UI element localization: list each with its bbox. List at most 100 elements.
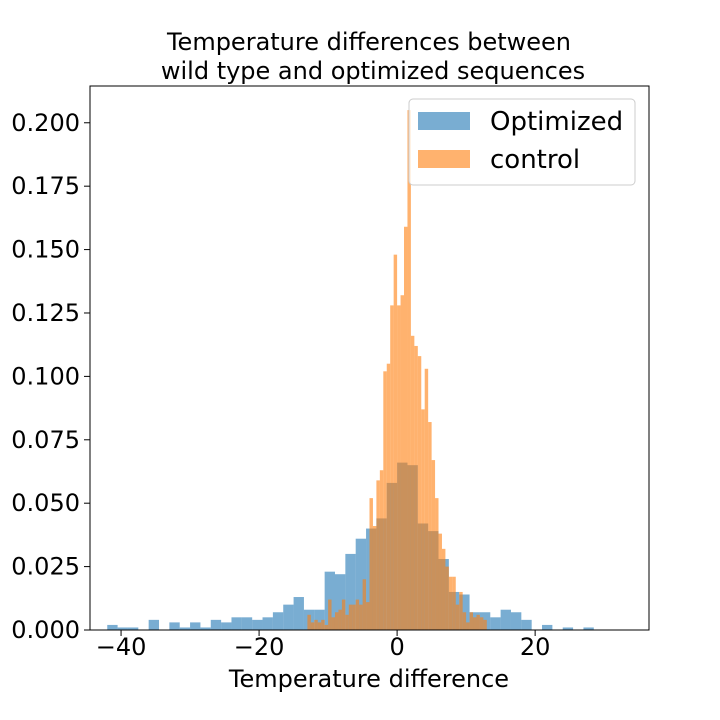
bar-control-8 <box>334 612 339 630</box>
y-tick-label: 0.075 <box>11 426 80 454</box>
bar-control-33 <box>421 409 425 630</box>
bar-control-30 <box>410 335 415 630</box>
bar-control-5 <box>324 624 329 630</box>
bar-optimized-40 <box>521 619 532 630</box>
bar-optimized-7 <box>179 627 191 630</box>
bar-optimized-44 <box>562 627 574 630</box>
bar-control-45 <box>462 612 467 630</box>
bar-control-11 <box>345 614 349 630</box>
bar-control-14 <box>355 599 360 630</box>
bar-optimized-4 <box>148 619 160 630</box>
bar-optimized-22 <box>334 574 346 630</box>
y-tick-label: 0.100 <box>11 362 80 390</box>
bar-control-40 <box>445 566 449 630</box>
bar-control-48 <box>473 617 477 630</box>
x-tick-label: −40 <box>96 633 147 661</box>
bar-control-22 <box>383 371 387 630</box>
bar-optimized-16 <box>272 612 284 630</box>
bar-control-3 <box>317 622 322 630</box>
bar-control-1 <box>310 622 315 630</box>
bar-control-41 <box>448 576 453 630</box>
y-tick-label: 0.150 <box>11 236 80 264</box>
bar-control-16 <box>362 579 367 630</box>
bar-control-9 <box>338 609 342 630</box>
bar-control-38 <box>438 533 442 630</box>
bar-optimized-37 <box>490 617 501 630</box>
plot-frame <box>89 85 650 631</box>
bar-optimized-20 <box>314 609 325 630</box>
legend-swatch-control <box>418 150 470 168</box>
bar-control-37 <box>435 498 439 630</box>
bar-control-20 <box>376 480 380 630</box>
bar-optimized-13 <box>241 617 253 630</box>
bar-optimized-14 <box>252 619 263 630</box>
bar-optimized-12 <box>231 617 242 630</box>
x-axis-title: Temperature difference <box>228 665 509 693</box>
bar-control-32 <box>417 356 422 630</box>
y-tick-label: 0.200 <box>11 109 80 137</box>
bar-control-42 <box>452 576 456 630</box>
bar-optimized-2 <box>127 627 139 630</box>
bar-control-10 <box>341 599 346 630</box>
bar-optimized-9 <box>200 627 211 630</box>
bar-optimized-17 <box>283 604 294 630</box>
bar-control-13 <box>352 604 356 630</box>
bar-control-26 <box>397 305 401 630</box>
bar-control-19 <box>372 526 377 630</box>
bar-control-17 <box>366 602 370 630</box>
bar-optimized-39 <box>510 612 522 630</box>
bar-optimized-1 <box>117 627 128 630</box>
x-tick-label: 20 <box>520 633 551 661</box>
series-control-bars <box>307 110 487 630</box>
bar-control-47 <box>469 612 474 630</box>
bar-control-28 <box>404 226 408 630</box>
bar-control-12 <box>348 604 353 630</box>
bar-optimized-10 <box>210 619 222 630</box>
bar-control-46 <box>466 622 470 630</box>
bar-control-51 <box>483 619 487 630</box>
bar-control-0 <box>307 614 311 630</box>
y-tick-label: 0.125 <box>11 299 80 327</box>
bar-control-27 <box>400 295 405 630</box>
bar-control-18 <box>369 498 373 630</box>
bar-control-7 <box>331 617 335 630</box>
bar-control-50 <box>479 617 484 630</box>
y-tick-label: 0.025 <box>11 553 80 581</box>
bar-control-49 <box>476 614 480 630</box>
bar-control-2 <box>314 619 318 630</box>
bar-control-34 <box>424 368 429 630</box>
y-tick-label: 0.000 <box>11 616 80 644</box>
bar-control-23 <box>386 363 391 630</box>
bar-optimized-11 <box>221 622 232 630</box>
bar-control-31 <box>414 345 418 630</box>
bar-control-35 <box>428 422 432 630</box>
bar-control-4 <box>321 619 325 630</box>
x-tick-label: −20 <box>234 633 285 661</box>
legend-label-optimized: Optimized <box>490 107 623 137</box>
legend-swatch-optimized <box>418 112 470 130</box>
legend-label-control: control <box>490 145 580 175</box>
y-axis: 0.000 0.025 0.050 0.075 0.100 0.125 0.150 0.175… <box>11 109 90 644</box>
chart-title-line-2: wild type and optimized sequences <box>161 57 585 85</box>
bar-optimized-0 <box>107 624 118 630</box>
bar-control-29 <box>407 110 411 630</box>
bar-optimized-6 <box>169 622 180 630</box>
bar-optimized-24 <box>355 538 367 630</box>
bar-control-36 <box>431 460 436 630</box>
bar-control-6 <box>328 599 332 630</box>
bar-control-44 <box>459 591 463 630</box>
y-tick-label: 0.050 <box>11 489 80 517</box>
bar-control-25 <box>393 254 398 630</box>
bar-control-43 <box>455 604 460 630</box>
bar-optimized-18 <box>293 597 304 630</box>
bar-optimized-8 <box>190 622 201 630</box>
bar-control-15 <box>359 604 363 630</box>
x-axis: −40 −20 0 20 <box>96 630 551 661</box>
bar-optimized-46 <box>583 627 594 630</box>
bar-optimized-15 <box>262 617 273 630</box>
chart-title-line-1: Temperature differences between <box>166 28 571 56</box>
y-tick-label: 0.175 <box>11 172 80 200</box>
x-tick-label: 0 <box>389 633 404 661</box>
bar-optimized-23 <box>345 553 356 630</box>
